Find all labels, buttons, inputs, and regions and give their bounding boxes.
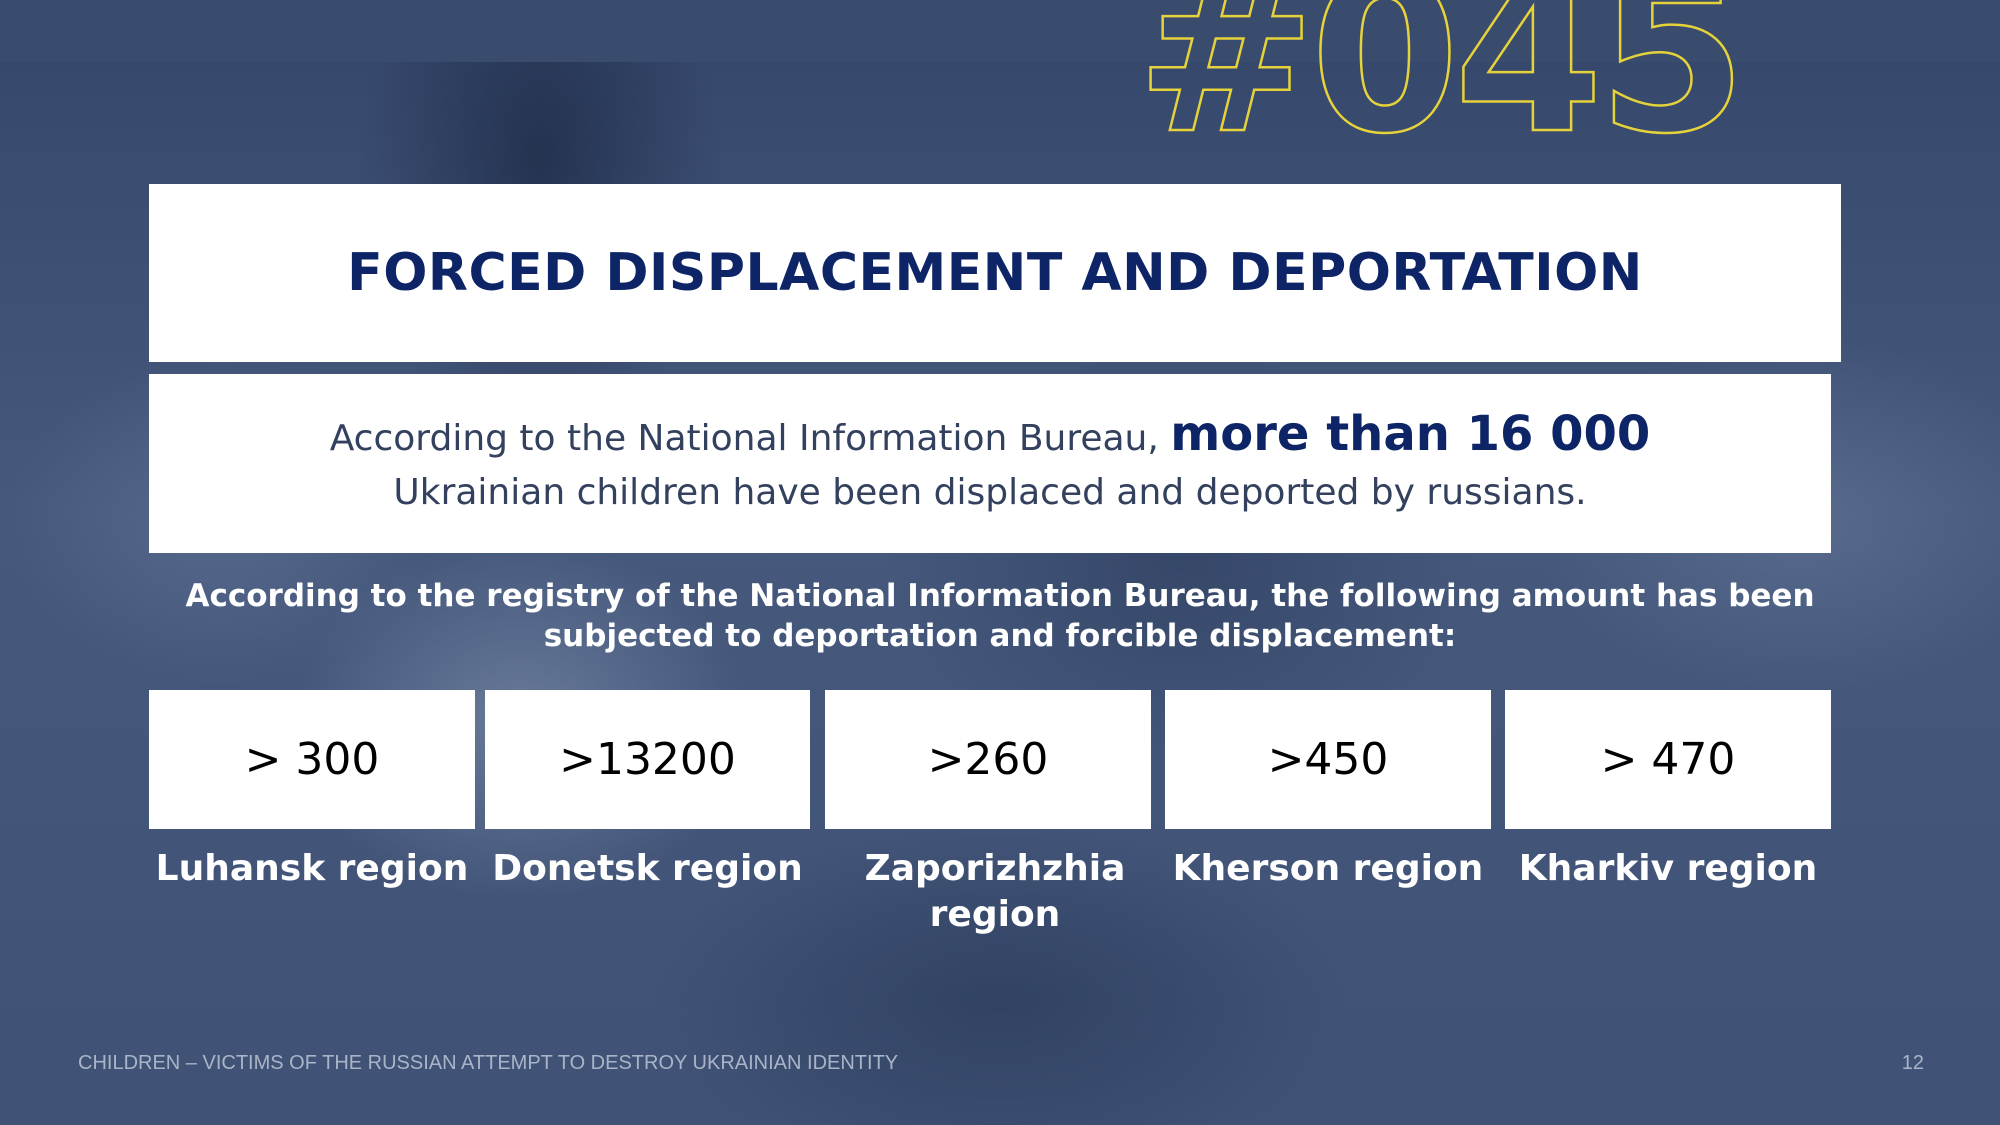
region-card-donetsk: >13200 <box>485 690 810 829</box>
stat-box: According to the National Information Bu… <box>149 374 1831 553</box>
region-label-zaporizhzhia: Zaporizhzhia region <box>864 848 1126 935</box>
registry-text: According to the registry of the Nationa… <box>185 578 1815 654</box>
region-value-zaporizhzhia: >260 <box>927 734 1049 785</box>
stat-highlight: more than 16 000 <box>1170 406 1651 462</box>
region-value-kharkiv: > 470 <box>1600 734 1736 785</box>
region-value-luhansk: > 300 <box>244 734 380 785</box>
region-label-kharkiv: Kharkiv region <box>1518 848 1818 889</box>
stat-prefix: According to the National Information Bu… <box>329 418 1159 459</box>
region-card-kharkiv: > 470 <box>1505 690 1831 829</box>
region-card-luhansk: > 300 <box>149 690 475 829</box>
region-label-kherson: Kherson region <box>1172 848 1484 889</box>
badge-number-text: #045 <box>1136 0 1741 140</box>
stat-suffix: Ukrainian children have been displaced a… <box>393 472 1587 513</box>
region-card-kherson: >450 <box>1165 690 1491 829</box>
region-label-luhansk: Luhansk region <box>155 848 469 889</box>
page-number: 12 <box>1901 1052 1924 1074</box>
region-card-zaporizhzhia: >260 <box>825 690 1151 829</box>
region-value-donetsk: >13200 <box>559 734 736 785</box>
region-cards: > 300 >13200 >260 >450 > 470 <box>149 690 1831 830</box>
region-label-donetsk: Donetsk region <box>492 848 803 889</box>
stat-line-1: According to the National Information Bu… <box>330 407 1651 466</box>
footer-text: CHILDREN – VICTIMS OF THE RUSSIAN ATTEMP… <box>78 1052 899 1074</box>
region-value-kherson: >450 <box>1267 734 1389 785</box>
top-bar <box>0 0 2000 62</box>
badge-number: #045 <box>1136 0 1748 140</box>
slide-title: FORCED DISPLACEMENT AND DEPORTATION <box>347 243 1643 303</box>
title-box: FORCED DISPLACEMENT AND DEPORTATION <box>149 184 1841 362</box>
